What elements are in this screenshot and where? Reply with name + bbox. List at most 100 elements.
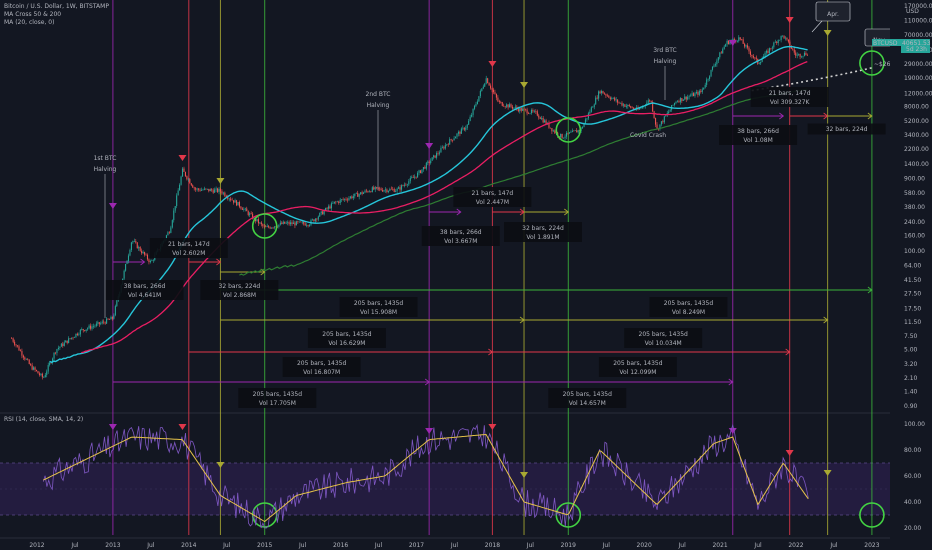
price-marker-5 [520,82,529,88]
halving-3-line2: Halving [654,58,677,65]
candle-body-526 [779,39,781,41]
time-tick-1: Jul [70,542,79,549]
candle-body-347 [517,108,519,112]
candle-body-276 [414,176,416,178]
candle-body-54 [89,325,92,329]
candle-body-212 [320,211,322,214]
price-tick-13: 580.00 [904,190,925,197]
time-tick-12: 2018 [485,542,500,549]
candle-body-384 [571,130,573,133]
candle-body-497 [736,41,738,42]
candle-body-95 [149,261,151,263]
candle-body-385 [573,130,575,132]
candle-body-183 [278,224,280,227]
candle-body-490 [726,40,728,45]
candle-body-405 [602,90,604,94]
candle-body-359 [535,110,537,112]
candle-body-229 [345,198,347,200]
price-tick-17: 100.00 [904,248,925,255]
candle-body-349 [520,107,522,111]
candle-body-390 [580,128,582,132]
candle-body-459 [681,98,683,101]
candle-body-296 [443,147,445,149]
candle-body-169 [257,219,259,224]
candle-body-355 [529,113,531,114]
candle-body-272 [408,181,410,185]
candle-body-271 [406,184,408,186]
candle-body-269 [403,184,405,186]
candle-body-361 [538,115,540,118]
price-tag-symbol-bg [872,39,901,46]
candle-body-39 [68,338,70,343]
rsi-marker-3 [425,428,434,434]
candle-body-273 [409,177,411,182]
candle-body-377 [561,133,563,139]
candle-body-66 [107,318,109,320]
price-tick-5: 19000.00 [904,75,932,82]
candle-body-148 [227,197,229,199]
candle-body-456 [676,101,679,102]
candle-body-483 [716,60,718,65]
candle-body-64 [104,322,106,324]
candle-body-451 [669,109,671,112]
candle-body-464 [688,96,690,97]
candle-body-118 [183,168,185,172]
candle-body-461 [684,96,686,100]
price-tick-28: 0.90 [904,403,918,410]
candle-body-398 [592,107,594,108]
candle-body-498 [738,37,740,42]
candle-body-538 [796,54,798,56]
candle-body-382 [568,132,570,134]
bottom-circle-0 [251,213,278,239]
candle-body-404 [600,90,603,94]
candle-body-421 [625,106,627,107]
candle-body-239 [360,192,362,195]
candle-body-168 [256,219,258,221]
candle-body-541 [801,56,803,58]
candle-body-366 [545,120,547,125]
time-tick-19: Jul [753,542,762,549]
candle-body-138 [212,190,214,193]
candle-body-151 [231,199,233,201]
candle-body-171 [260,222,262,225]
candle-body-46 [78,334,80,336]
candle-body-38 [66,340,68,343]
candle-body-214 [323,210,325,215]
candle-body-254 [381,190,384,192]
candle-body-218 [329,206,331,209]
candle-body-211 [319,213,321,217]
candle-body-166 [253,217,255,219]
price-marker-3 [425,143,434,149]
candle-body-27 [50,362,52,364]
candle-body-484 [717,57,719,61]
info-box-14 [598,357,677,377]
candle-body-357 [532,110,534,112]
time-tick-3: Jul [146,542,155,549]
info-box-15 [238,388,317,408]
candle-body-370 [551,128,553,132]
time-tick-6: 2015 [257,542,272,549]
candle-body-471 [698,90,700,95]
rsi-tick-3: 40.00 [904,499,921,506]
candle-body-380 [565,132,568,137]
candle-body-274 [411,177,413,178]
candle-body-281 [421,169,423,173]
candle-body-41 [71,337,73,339]
rsi-marker-2 [216,462,225,468]
price-tag-symbol: BTCUSD [873,40,898,47]
candle-body-127 [196,188,198,190]
candle-body-314 [469,116,471,121]
candle-body-190 [288,222,290,225]
candle-body-215 [325,208,327,211]
price-marker-7 [785,17,794,23]
cycle-arrowhead-6 [779,112,785,120]
price-tick-22: 11.50 [904,319,921,326]
candle-body-420 [624,104,626,107]
candle-body-62 [101,321,103,324]
candle-body-543 [803,52,806,56]
time-tick-21: Jul [829,542,838,549]
candle-body-468 [694,93,696,97]
candle-body-243 [365,190,368,192]
candle-body-128 [198,188,200,190]
